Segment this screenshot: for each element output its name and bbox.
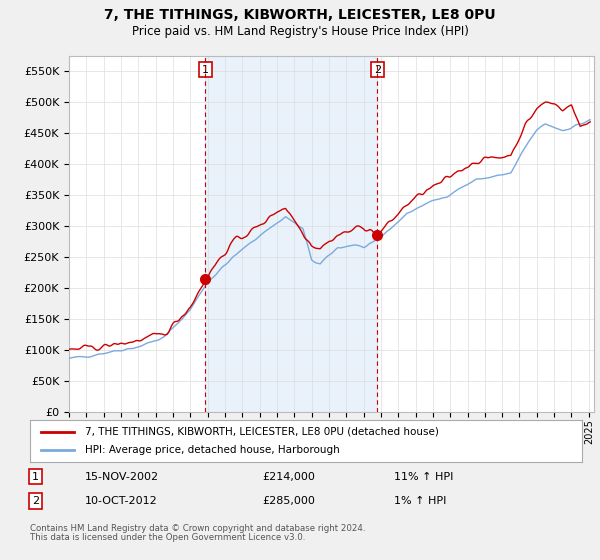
Text: 11% ↑ HPI: 11% ↑ HPI	[394, 472, 454, 482]
Text: 15-NOV-2002: 15-NOV-2002	[85, 472, 160, 482]
Text: 7, THE TITHINGS, KIBWORTH, LEICESTER, LE8 0PU (detached house): 7, THE TITHINGS, KIBWORTH, LEICESTER, LE…	[85, 427, 439, 437]
Text: Price paid vs. HM Land Registry's House Price Index (HPI): Price paid vs. HM Land Registry's House …	[131, 25, 469, 38]
Text: Contains HM Land Registry data © Crown copyright and database right 2024.: Contains HM Land Registry data © Crown c…	[30, 524, 365, 533]
Text: 2: 2	[374, 64, 381, 74]
Text: 1% ↑ HPI: 1% ↑ HPI	[394, 496, 446, 506]
Text: £285,000: £285,000	[262, 496, 315, 506]
Text: HPI: Average price, detached house, Harborough: HPI: Average price, detached house, Harb…	[85, 445, 340, 455]
Bar	[205, 56, 377, 412]
Text: 7, THE TITHINGS, KIBWORTH, LEICESTER, LE8 0PU: 7, THE TITHINGS, KIBWORTH, LEICESTER, LE…	[104, 8, 496, 22]
Text: 1: 1	[32, 472, 39, 482]
Text: 10-OCT-2012: 10-OCT-2012	[85, 496, 158, 506]
Text: 2: 2	[32, 496, 39, 506]
Text: 1: 1	[202, 64, 209, 74]
Text: £214,000: £214,000	[262, 472, 315, 482]
Text: This data is licensed under the Open Government Licence v3.0.: This data is licensed under the Open Gov…	[30, 533, 305, 542]
